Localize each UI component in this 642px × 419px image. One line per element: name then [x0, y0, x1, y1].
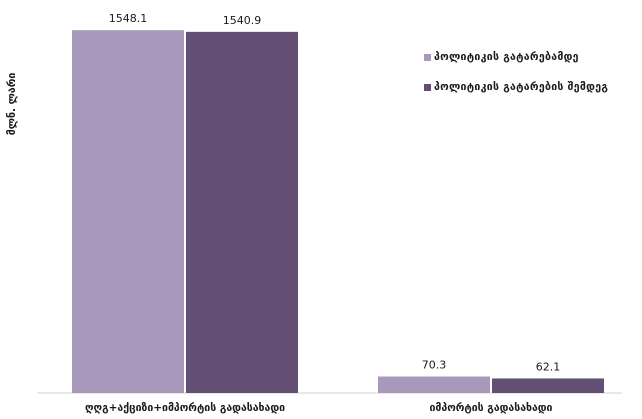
legend-label-before: პოლიტიკის გატარებამდე [434, 51, 579, 63]
category-labels-group: ღღგ+აქციზი+იმპორტის გადასახადი იმპორტის გ… [85, 402, 553, 414]
value-label-after-0: 1540.9 [223, 14, 262, 27]
category-label-1: იმპორტის გადასახადი [430, 402, 553, 414]
bar-after-0 [186, 31, 298, 393]
legend-label-after: პოლიტიკის გატარების შემდეგ [434, 81, 609, 93]
value-labels-group: 1548.1 1540.9 70.3 62.1 [109, 12, 561, 373]
value-label-before-1: 70.3 [422, 359, 447, 372]
legend-item-after: პოლიტიკის გატარების შემდეგ [424, 80, 608, 94]
category-label-0: ღღგ+აქციზი+იმპორტის გადასახადი [85, 402, 285, 414]
legend: პოლიტიკის გატარებამდე პოლიტიკის გატარები… [424, 50, 608, 110]
bar-before-0 [72, 30, 184, 393]
value-label-after-1: 62.1 [536, 360, 561, 373]
bar-after-1 [492, 378, 604, 393]
y-axis-label: მლნ. ლარი [6, 72, 18, 136]
legend-swatch-before [424, 53, 431, 61]
bars-group [72, 30, 604, 393]
legend-swatch-after [424, 83, 431, 91]
legend-item-before: პოლიტიკის გატარებამდე [424, 50, 608, 64]
value-label-before-0: 1548.1 [109, 12, 148, 25]
bar-before-1 [378, 376, 490, 393]
